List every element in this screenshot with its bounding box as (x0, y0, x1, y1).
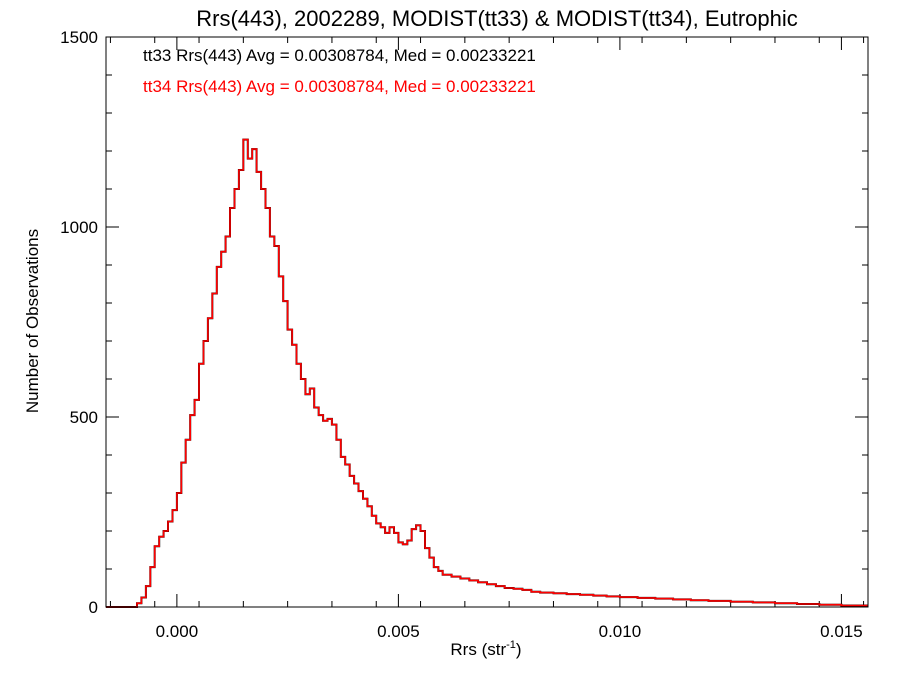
y-tick-label: 1500 (60, 28, 98, 47)
annotation-tt33: tt33 Rrs(443) Avg = 0.00308784, Med = 0.… (143, 46, 536, 65)
plot-frame (105, 36, 869, 608)
x-tick-label: 0.010 (599, 622, 642, 641)
y-tick-labels: 0 500 1000 1500 (60, 28, 98, 617)
y-tick-label: 500 (70, 408, 98, 427)
histogram-series (106, 138, 868, 608)
chart-title: Rrs(443), 2002289, MODIST(tt33) & MODIST… (196, 6, 798, 31)
series-tt33-line (106, 138, 868, 608)
x-tick-label: 0.005 (377, 622, 420, 641)
y-tick-label: 0 (89, 598, 98, 617)
x-axis-label-close: ) (516, 640, 522, 659)
annotation-tt34: tt34 Rrs(443) Avg = 0.00308784, Med = 0.… (143, 77, 536, 96)
x-tick-label: 0.000 (156, 622, 199, 641)
x-tick-labels: 0.000 0.005 0.010 0.015 (156, 622, 863, 641)
series-tt34-line (106, 138, 868, 608)
y-tick-label: 1000 (60, 218, 98, 237)
x-axis-label-main: Rrs (str (450, 640, 506, 659)
x-tick-label: 0.015 (820, 622, 863, 641)
axis-ticks (106, 36, 868, 608)
x-axis-label-superscript: -1 (506, 639, 516, 651)
x-axis-label: Rrs (str-1) (450, 639, 521, 659)
y-axis-label: Number of Observations (23, 229, 42, 413)
